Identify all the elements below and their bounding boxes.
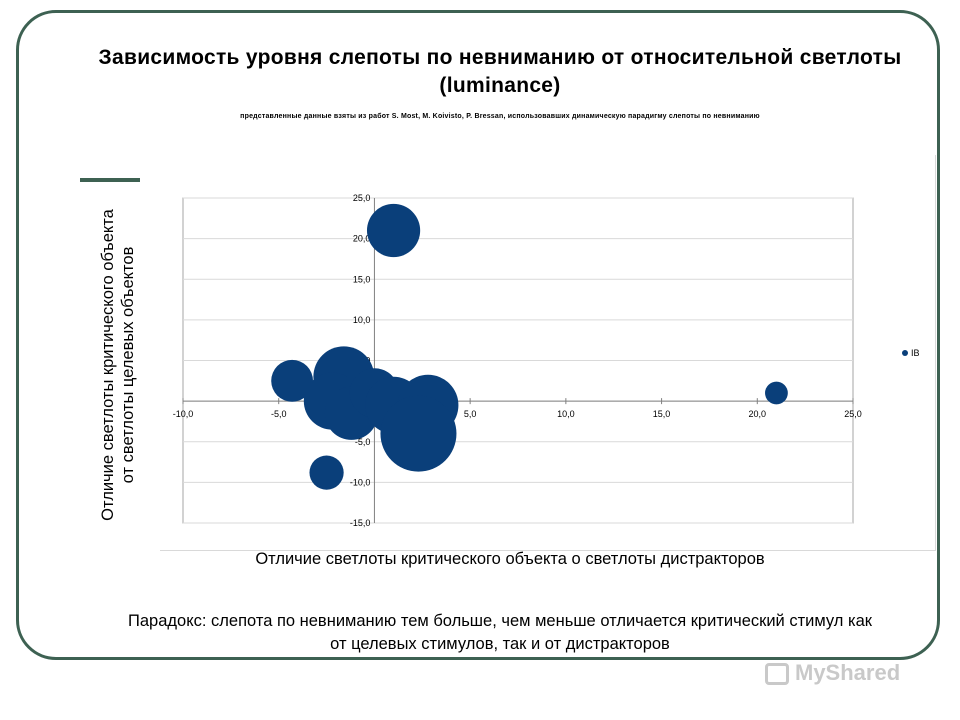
- y-tick-label: 20,0: [353, 234, 371, 244]
- x-tick-label: 5,0: [464, 409, 477, 419]
- x-tick-label: 15,0: [653, 409, 671, 419]
- x-tick-label: -10,0: [173, 409, 194, 419]
- x-tick-label: 25,0: [844, 409, 862, 419]
- y-tick-label: -5,0: [355, 437, 371, 447]
- chart-area-border-bottom: [160, 550, 936, 551]
- watermark-icon: [765, 663, 789, 686]
- data-bubble: [765, 381, 788, 405]
- slide-frame: [16, 10, 940, 660]
- chart-area-border-right: [935, 155, 936, 550]
- watermark: MyShared: [765, 660, 900, 686]
- y-tick-label: -15,0: [350, 518, 371, 528]
- y-tick-label: -10,0: [350, 477, 371, 487]
- accent-bar: [80, 178, 140, 182]
- slide-title: Зависимость уровня слепоты по невниманию…: [98, 46, 902, 97]
- data-bubble: [271, 359, 314, 402]
- watermark-text: MyShared: [795, 660, 901, 685]
- legend-label: IB: [911, 348, 920, 358]
- legend-marker: [902, 350, 908, 356]
- slide-subtitle: представленные данные взяты из работ S. …: [240, 113, 760, 120]
- x-tick-label: -5,0: [271, 409, 287, 419]
- x-tick-label: 20,0: [749, 409, 767, 419]
- data-bubble: [309, 455, 344, 490]
- paradox-note: Парадокс: слепота по невниманию тем боль…: [128, 612, 872, 653]
- y-tick-label: 25,0: [353, 193, 371, 203]
- data-bubble: [366, 203, 421, 258]
- x-axis-label: Отличие светлоты критического объекта о …: [255, 550, 765, 568]
- data-bubble: [380, 395, 457, 472]
- y-tick-label: 10,0: [353, 315, 371, 325]
- x-tick-label: 10,0: [557, 409, 575, 419]
- y-tick-label: 15,0: [353, 274, 371, 284]
